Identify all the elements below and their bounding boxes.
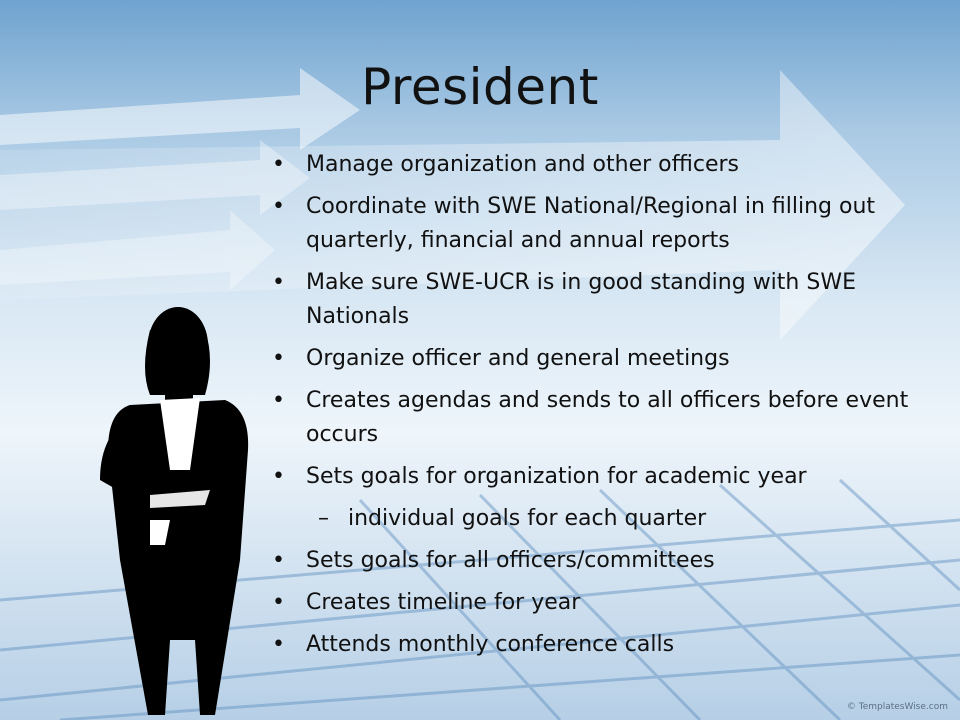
slide-title: President	[361, 58, 599, 116]
bullet-marker: •	[272, 346, 285, 371]
copyright-text: © TemplatesWise.com	[846, 702, 948, 712]
bullet-item: • Creates timeline for year	[272, 586, 922, 620]
bullet-text: Sets goals for all officers/committees	[306, 548, 715, 573]
arrow-shape	[0, 68, 360, 150]
bullet-item: • Coordinate with SWE National/Regional i…	[272, 190, 922, 258]
bullet-item: • Sets goals for all officers/committees	[272, 544, 922, 578]
bullet-text: Organize officer and general meetings	[306, 346, 730, 371]
bullet-marker: •	[272, 194, 285, 219]
bullet-marker: •	[272, 464, 285, 489]
bullet-marker: •	[272, 632, 285, 657]
bullet-list: • Manage organization and other officers •…	[272, 148, 922, 670]
bullet-text: Coordinate with SWE National/Regional in…	[306, 194, 876, 253]
bullet-text: Sets goals for organization for academic…	[306, 464, 807, 489]
bullet-item: • Organize officer and general meetings	[272, 342, 922, 376]
bullet-marker: •	[272, 590, 285, 615]
bullet-marker: •	[272, 388, 285, 413]
bullet-text: individual goals for each quarter	[348, 506, 707, 531]
bullet-text: Manage organization and other officers	[306, 152, 740, 177]
sub-bullet-item: – individual goals for each quarter	[272, 502, 922, 536]
arrow-shape	[0, 210, 275, 290]
bullet-item: • Make sure SWE-UCR is in good standing w…	[272, 266, 922, 334]
bullet-marker: •	[272, 152, 285, 177]
arrow-shape	[0, 70, 905, 340]
bullet-text: Creates agendas and sends to all officer…	[306, 388, 909, 447]
bullet-text: Make sure SWE-UCR is in good standing wi…	[306, 270, 856, 329]
arrow-shape	[0, 140, 310, 215]
bullet-item: • Sets goals for organization for academi…	[272, 460, 922, 494]
bullet-marker: •	[272, 548, 285, 573]
bullet-item: • Attends monthly conference calls	[272, 628, 922, 662]
dash-marker: –	[318, 506, 329, 531]
blouse-shape	[160, 398, 200, 470]
bullet-text: Creates timeline for year	[306, 590, 581, 615]
bullet-item: • Manage organization and other officers	[272, 148, 922, 182]
businesswoman-silhouette	[100, 307, 249, 715]
bullet-text: Attends monthly conference calls	[306, 632, 675, 657]
bullet-item: • Creates agendas and sends to all office…	[272, 384, 922, 452]
bullet-marker: •	[272, 270, 285, 295]
